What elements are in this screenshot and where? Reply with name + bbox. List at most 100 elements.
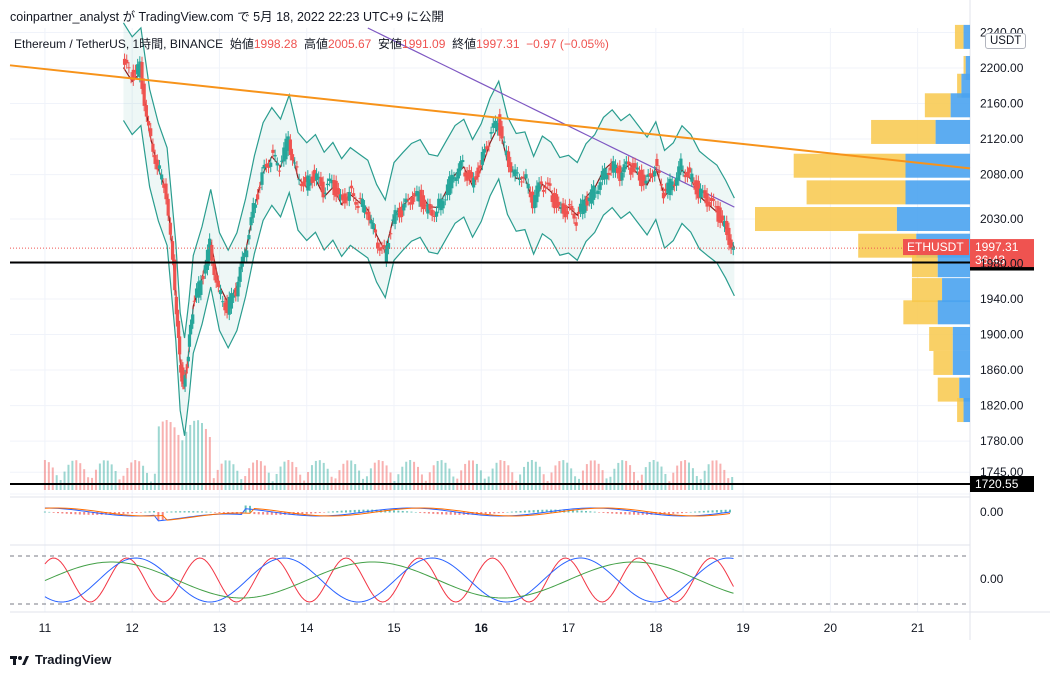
volume-bar — [114, 470, 117, 490]
candle-body — [400, 206, 404, 218]
candle-body — [611, 161, 615, 173]
candle-body — [178, 336, 182, 355]
volume-profile-down-bar — [963, 24, 970, 49]
macd-histogram-bar — [48, 511, 51, 513]
macd-histogram-bar — [729, 509, 731, 513]
volume-bar — [652, 460, 655, 490]
candle-body — [386, 243, 391, 249]
candle-body — [626, 161, 631, 165]
candle-body — [620, 172, 624, 181]
volume-bar — [613, 468, 616, 490]
candle-body — [428, 204, 432, 210]
candle-body — [439, 198, 443, 211]
volume-bar — [193, 420, 196, 490]
candle-body — [345, 197, 349, 201]
volume-bar — [597, 463, 600, 490]
oscillator-signal-line — [44, 561, 734, 599]
candle-body — [548, 183, 552, 186]
macd-histogram-bar — [471, 512, 474, 515]
macd-histogram-bar — [318, 512, 321, 513]
volume-bar — [43, 460, 46, 490]
time-axis-label: 15 — [387, 621, 401, 635]
volume-bar — [648, 461, 651, 490]
candle-body — [295, 166, 299, 168]
tradingview-footer[interactable]: TradingView — [10, 652, 111, 667]
candle-body — [397, 207, 402, 218]
volume-bar — [252, 462, 255, 490]
price-axis-label: 2030.00 — [980, 212, 1024, 226]
candle-body — [288, 139, 292, 156]
candle-body — [681, 170, 685, 172]
volume-bar — [314, 460, 317, 490]
volume-profile-up-bar — [963, 55, 966, 80]
volume-bar — [636, 480, 639, 490]
volume-bar — [165, 420, 168, 490]
candle-body — [714, 206, 718, 208]
candle-body — [343, 193, 347, 204]
volume-bar — [507, 465, 510, 490]
candle-body — [517, 178, 522, 180]
macd-histogram-bar — [61, 512, 64, 514]
candle-body — [618, 165, 622, 181]
oscillator-axis-label: 0.00 — [980, 572, 1004, 586]
candle-body — [376, 242, 380, 249]
candle-body — [589, 189, 594, 204]
volume-bar — [279, 466, 282, 490]
candle-body — [328, 178, 332, 181]
candle-body — [718, 207, 722, 223]
candle-body — [491, 123, 495, 128]
volume-profile-down-bar — [952, 326, 970, 351]
volume-bar — [585, 464, 588, 490]
macd-histogram-bar — [454, 512, 457, 515]
volume-bar — [660, 466, 663, 490]
volume-profile-down-bar — [942, 278, 970, 303]
candle-body — [572, 213, 576, 219]
macd-histogram-bar — [166, 511, 169, 513]
volume-bar — [83, 469, 86, 490]
volume-bar — [538, 466, 541, 490]
candle-body — [133, 70, 138, 73]
unit-selector[interactable]: USDT — [985, 33, 1027, 49]
candle-body — [349, 185, 354, 189]
volume-bar — [420, 474, 423, 490]
candle-body — [722, 220, 727, 227]
volume-bar — [464, 463, 467, 490]
macd-histogram-bar — [615, 512, 618, 514]
price-axis-label: 2120.00 — [980, 132, 1024, 146]
macd-histogram-bar — [105, 512, 107, 515]
macd-histogram-bar — [196, 511, 199, 513]
time-axis-label: 11 — [39, 621, 52, 635]
volume-profile-up-bar — [937, 377, 960, 402]
volume-bar — [307, 472, 310, 490]
candle-body — [176, 320, 181, 338]
candle-body — [493, 120, 498, 129]
volume-bar — [110, 464, 113, 490]
candle-body — [533, 195, 537, 209]
candle-body — [153, 154, 157, 164]
volume-bar — [550, 472, 553, 490]
candle-body — [227, 296, 231, 315]
macd-histogram-bar — [567, 509, 570, 513]
volume-profile-down-bar — [963, 398, 970, 423]
volume-bar — [656, 461, 659, 490]
candle-body — [347, 191, 351, 201]
candle-body — [408, 202, 412, 205]
candle-body — [467, 170, 471, 180]
candle-body — [212, 262, 216, 275]
volume-bar — [491, 468, 494, 490]
macd-histogram-bar — [218, 512, 221, 513]
time-axis-label: 14 — [300, 621, 314, 635]
macd-histogram-bar — [118, 512, 121, 515]
candle-body — [500, 126, 504, 139]
candle-body — [581, 199, 585, 215]
volume-bar — [189, 424, 192, 490]
candle-body — [648, 173, 652, 177]
candle-body — [563, 204, 567, 218]
volume-bar — [373, 462, 376, 490]
volume-bar — [303, 480, 306, 490]
candle-body — [674, 177, 679, 186]
volume-profile-up-bar — [957, 398, 964, 423]
macd-histogram-bar — [135, 512, 138, 513]
candle-body — [223, 302, 227, 311]
